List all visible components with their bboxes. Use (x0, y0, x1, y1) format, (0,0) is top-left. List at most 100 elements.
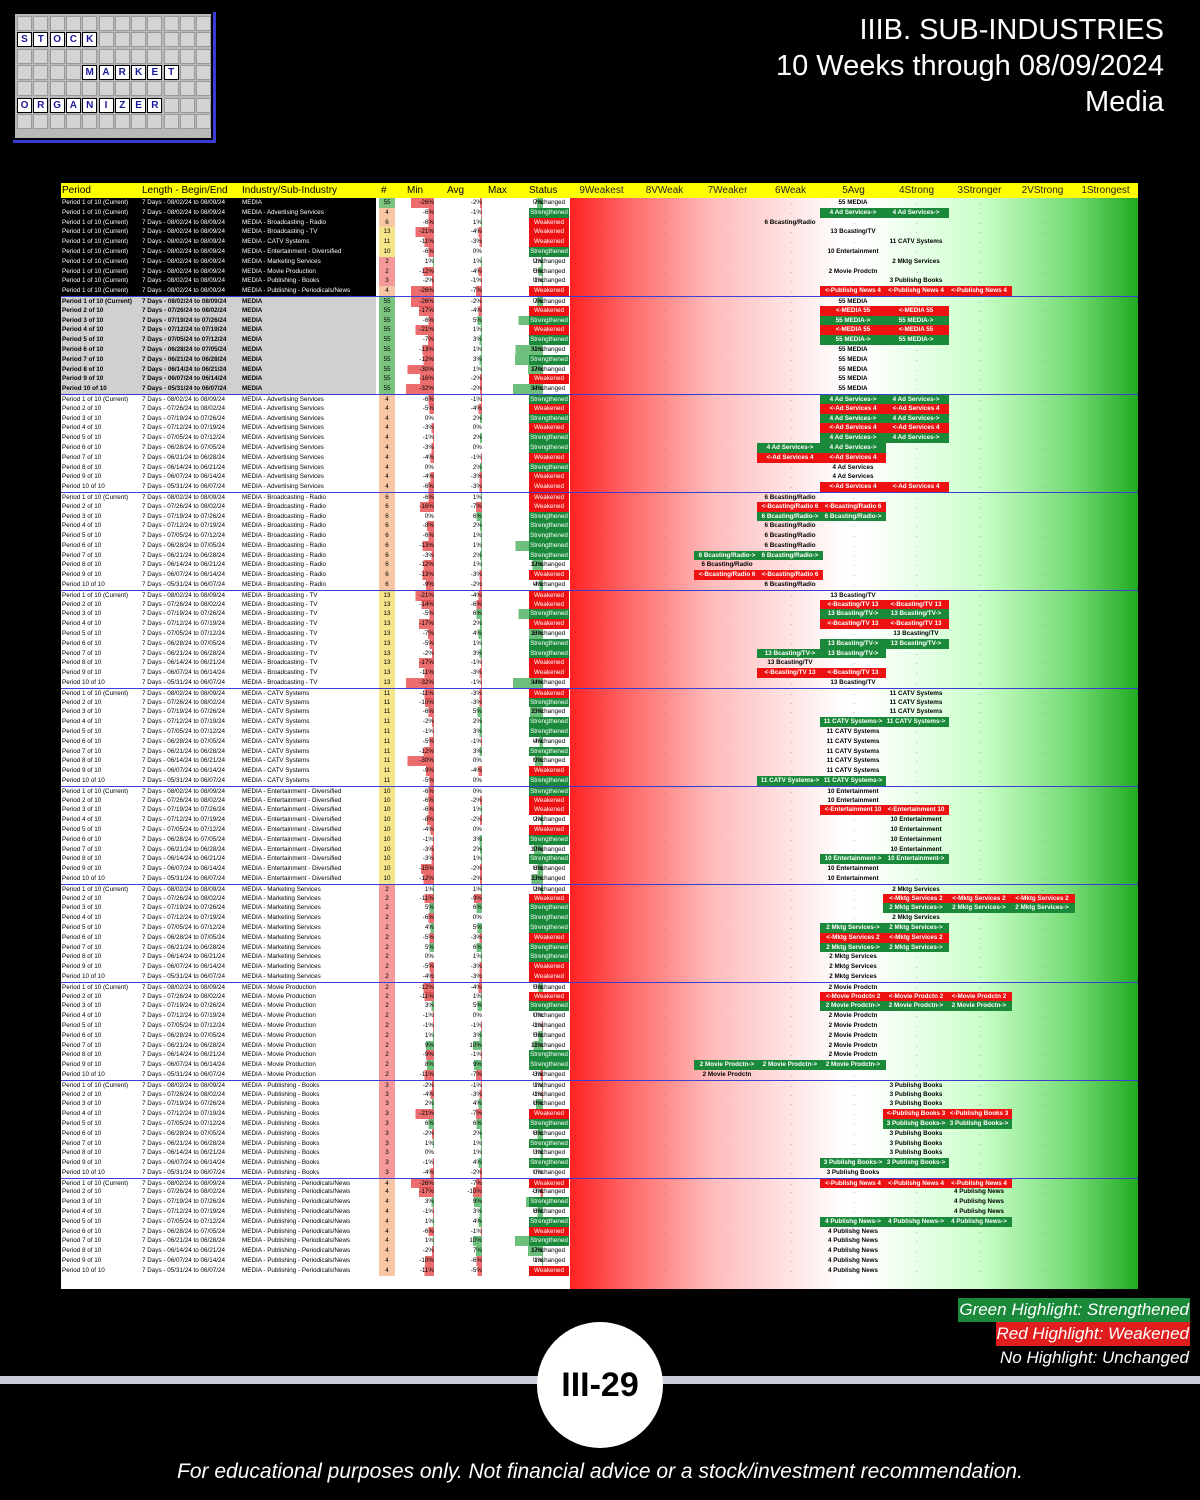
zone-dot: . (790, 1179, 792, 1187)
zone-dot: . (1042, 865, 1044, 873)
min-cell: -6% (396, 1226, 434, 1237)
zone-dot: . (979, 365, 981, 373)
min-cell: 1% (396, 256, 434, 267)
zone-dot: . (916, 698, 918, 706)
zone-dot: . (1105, 826, 1107, 833)
industry-cell: MEDIA - Publishing - Books (242, 1081, 320, 1089)
table-row: Period 1 of 10 (Current) 7 Days - 08/02/2… (61, 589, 1138, 601)
zone-dot: . (1105, 796, 1107, 804)
min-cell: 1% (396, 1138, 434, 1149)
logo-tile (163, 32, 179, 48)
zone-dot: . (979, 1188, 981, 1196)
zone-dot: . (1105, 1139, 1107, 1147)
count-cell: 4 (379, 442, 395, 453)
period-cell: Period 1 of 10 (Current) (62, 277, 129, 285)
length-cell: 7 Days - 07/26/24 to 08/02/24 (142, 796, 225, 804)
avg-cell: -1% (444, 452, 482, 463)
period-cell: Period 8 of 10 (62, 757, 102, 765)
length-cell: 7 Days - 07/26/24 to 08/02/24 (142, 306, 227, 314)
column-header: Industry/Sub-Industry (242, 185, 338, 196)
zone-dot: . (916, 1021, 918, 1029)
zone-marker: 4 Publishg News (827, 1257, 879, 1265)
min-cell: -11% (396, 237, 434, 247)
zone-marker: <-Mktg Services 2 (1009, 893, 1075, 904)
zone-marker: 6 Bcasting/Radio-> (694, 550, 760, 561)
min-cell: 9% (396, 1040, 434, 1051)
min-cell: -6% (396, 394, 434, 405)
zone-dot: . (727, 933, 729, 941)
zone-dot: . (1042, 522, 1044, 530)
zone-dot: . (601, 199, 603, 206)
status-cell: Strengthened (529, 540, 569, 551)
avg-cell: 1% (444, 805, 482, 816)
avg-cell: 5% (444, 922, 482, 933)
zone-dot: . (979, 473, 981, 481)
status-cell: Strengthened (529, 442, 569, 453)
zone-dot: . (601, 1002, 603, 1010)
industry-cell: MEDIA - CATV Systems (242, 777, 310, 785)
zone-dot: . (727, 1100, 729, 1108)
zone-dot: . (727, 473, 729, 481)
max-cell: 10% (505, 844, 543, 855)
zone-dot: . (601, 1159, 603, 1167)
zone-dot: . (601, 698, 603, 706)
zone-dot: . (1042, 277, 1044, 285)
zone-dot: . (853, 228, 855, 236)
zone-dot: . (1042, 434, 1044, 442)
table-row: Period 8 of 10 7 Days - 06/14/24 to 06/21… (61, 364, 1138, 375)
count-cell: 2 (379, 1050, 395, 1061)
zone-dot: . (601, 767, 603, 775)
zone-dot: . (601, 336, 603, 344)
count-cell: 55 (379, 374, 395, 385)
table-row: Period 3 of 10 7 Days - 07/19/24 to 07/26… (61, 413, 1138, 424)
count-cell: 55 (379, 364, 395, 375)
table-row: Period 2 of 10 7 Days - 07/26/24 to 08/02… (61, 305, 1138, 316)
length-cell: 7 Days - 08/02/24 to 08/09/24 (142, 395, 225, 403)
zone-dot: . (601, 473, 603, 481)
zone-dot: . (916, 365, 918, 373)
status-cell: Unchanged (532, 1090, 566, 1098)
zone-dot: . (979, 953, 981, 961)
zone-dot: . (664, 679, 666, 687)
zone-dot: . (664, 1129, 666, 1137)
zone-dot: . (1105, 845, 1107, 853)
table-row: Period 6 of 10 7 Days - 06/28/24 to 07/05… (61, 834, 1138, 845)
zone-dot: . (601, 208, 603, 216)
industry-cell: MEDIA - Broadcasting - Radio (242, 502, 326, 510)
zone-dot: . (979, 1257, 981, 1265)
status-cell: Weakened (529, 374, 569, 385)
zone-dot: . (1105, 532, 1107, 540)
zone-dot: . (727, 395, 729, 403)
period-cell: Period 5 of 10 (62, 728, 102, 736)
zone-dot: . (1105, 679, 1107, 687)
zone-marker: 11 CATV Systems-> (757, 776, 823, 786)
zone-dot: . (853, 1070, 855, 1078)
zone-dot: . (727, 316, 729, 324)
zone-dot: . (601, 1208, 603, 1216)
logo-tile (180, 32, 195, 48)
zone-dot: . (853, 835, 855, 843)
zone-dot: . (1105, 1012, 1107, 1020)
zone-dot: . (601, 257, 603, 265)
period-cell: Period 4 of 10 (62, 326, 104, 334)
length-cell: 7 Days - 06/21/24 to 06/28/24 (142, 551, 225, 559)
table-row: Period 3 of 10 7 Days - 07/19/24 to 07/26… (61, 315, 1138, 326)
zone-dot: . (916, 1090, 918, 1098)
zone-dot: . (601, 1070, 603, 1078)
table-row: Period 5 of 10 7 Days - 07/05/24 to 07/12… (61, 629, 1138, 639)
zone-dot: . (1042, 1247, 1044, 1255)
zone-dot: . (1105, 787, 1107, 795)
count-cell: 3 (379, 1080, 395, 1091)
max-cell: 2% (505, 815, 543, 825)
zone-dot: . (916, 1100, 918, 1108)
status-cell: Weakened (529, 452, 569, 463)
length-cell: 7 Days - 06/14/24 to 06/21/24 (142, 1051, 225, 1059)
count-cell: 3 (379, 1158, 395, 1168)
logo-letter: A (65, 97, 81, 113)
zone-dot: . (727, 463, 729, 471)
status-cell: Unchanged (532, 816, 566, 824)
industry-cell: MEDIA - Entertainment - Diversified (242, 874, 342, 882)
status-cell: Strengthened (529, 922, 569, 933)
zone-dot: . (853, 1100, 855, 1108)
table-row: Period 4 of 10 7 Days - 07/12/24 to 07/19… (61, 521, 1138, 532)
